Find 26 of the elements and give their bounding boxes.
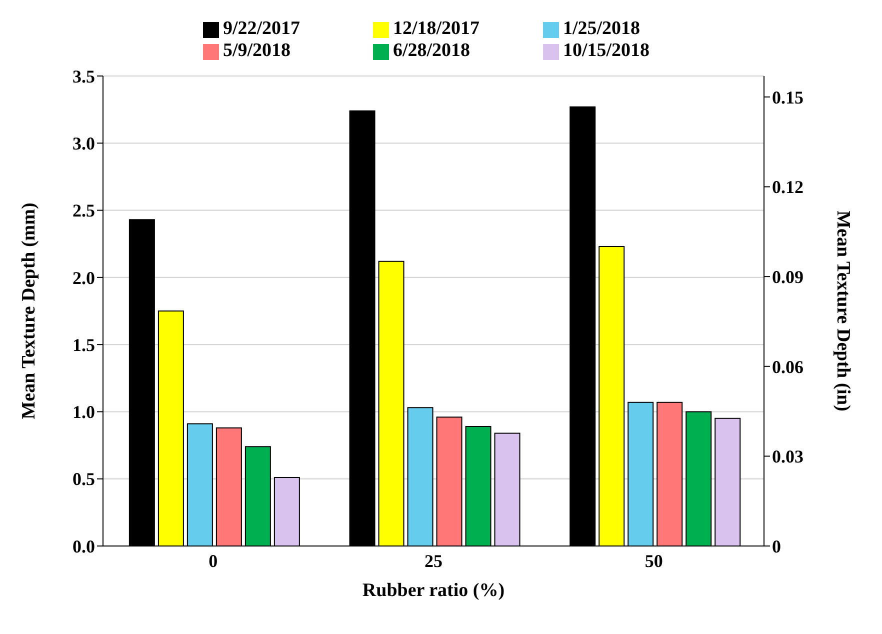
y2-tick-label: 0.12 xyxy=(772,177,804,198)
y2-tick-label: 0 xyxy=(772,536,781,556)
x-tick-label: 0 xyxy=(208,550,218,571)
y-tick-label: 1.0 xyxy=(72,402,95,422)
legend-label: 12/18/2017 xyxy=(393,18,481,40)
y-tick-label: 1.5 xyxy=(72,334,95,355)
legend-label: 10/15/2018 xyxy=(563,40,651,62)
legend-label: 5/9/2018 xyxy=(223,40,292,62)
y-axis-title: Mean Texture Depth (mm) xyxy=(18,202,40,420)
legend-label: 1/25/2018 xyxy=(563,18,642,40)
legend-label: 9/22/2017 xyxy=(223,18,302,40)
x-tick-label: 25 xyxy=(424,550,442,571)
y-tick-label: 3.5 xyxy=(72,66,95,86)
y-tick-label: 3.0 xyxy=(72,134,95,154)
y2-axis-title: Mean Texture Depth (in) xyxy=(832,210,854,412)
x-tick-label: 50 xyxy=(644,550,663,571)
y2-tick-label: 0.06 xyxy=(772,356,804,377)
y2-tick-label: 0.03 xyxy=(772,446,804,467)
y-tick-label: 2.0 xyxy=(72,268,95,288)
y-tick-label: 2.5 xyxy=(72,200,95,221)
y-tick-label: 0.5 xyxy=(72,469,95,490)
y2-tick-label: 0.09 xyxy=(772,266,804,287)
x-axis-title: Rubber ratio (%) xyxy=(362,580,505,601)
y-tick-label: 0.0 xyxy=(72,536,95,556)
y2-tick-label: 0.15 xyxy=(772,87,804,108)
legend-label: 6/28/2018 xyxy=(393,40,472,62)
